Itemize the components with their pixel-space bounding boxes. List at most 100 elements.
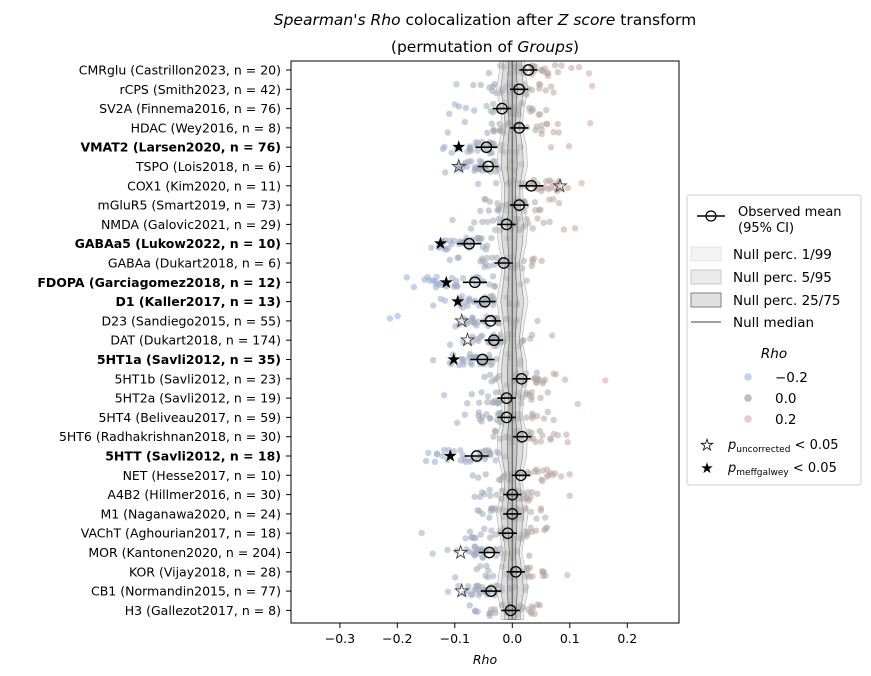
- rho-point: [540, 219, 547, 226]
- rho-point: [448, 360, 455, 368]
- rho-point: [540, 415, 548, 422]
- rho-point: [525, 497, 533, 504]
- observed-mean-marker: [497, 257, 510, 269]
- rho-point: [440, 446, 448, 454]
- rho-point: [542, 87, 549, 94]
- rho-point: [497, 388, 504, 396]
- legend-star-open: ★ puncorrected < 0.05: [700, 436, 839, 455]
- observed-mean-marker: [500, 218, 513, 231]
- rho-point: [533, 466, 540, 473]
- rho-point: [534, 490, 541, 497]
- rho-point: [500, 513, 507, 521]
- rho-point: [475, 474, 482, 481]
- rho-point: [548, 179, 555, 186]
- rho-point: [490, 433, 497, 440]
- rho-point: [488, 527, 495, 534]
- rho-point: [497, 435, 504, 443]
- rho-point: [445, 446, 452, 454]
- rho-point: [461, 118, 469, 126]
- rho-point: [484, 393, 492, 400]
- rho-point: [501, 453, 508, 460]
- observed-mean-marker: [488, 334, 500, 347]
- rho-point: [575, 63, 583, 71]
- rho-point: [555, 129, 563, 136]
- rho-point: [537, 394, 544, 402]
- rho-point: [446, 110, 453, 118]
- rho-point: [554, 68, 562, 76]
- rho-point: [448, 149, 455, 156]
- rho-point: [497, 226, 504, 234]
- rho-point: [429, 550, 436, 557]
- rho-point: [460, 339, 467, 346]
- rho-point: [519, 265, 526, 272]
- observed-mean-marker: [515, 372, 528, 385]
- rho-point: [464, 400, 471, 407]
- rho-point: [440, 239, 447, 246]
- observed-mean-marker: [500, 411, 513, 424]
- rho-point: [543, 178, 550, 185]
- rho-point: [504, 164, 512, 171]
- rho-point: [470, 81, 477, 89]
- rho-point: [496, 120, 503, 128]
- rho-point: [526, 552, 533, 559]
- rho-point: [493, 491, 500, 498]
- observed-mean-marker: [496, 102, 508, 115]
- observed-mean-marker: [509, 565, 522, 578]
- rho-point: [525, 428, 532, 435]
- rho-point: [533, 369, 541, 376]
- rho-point: [531, 199, 539, 206]
- rho-point: [410, 283, 418, 291]
- rho-point: [459, 304, 467, 311]
- rho-point: [565, 143, 573, 150]
- rho-point: [442, 169, 449, 176]
- rho-point: [480, 554, 487, 561]
- rho-point: [498, 587, 506, 594]
- rho-point: [386, 315, 394, 322]
- x-tick-label: −0.3: [325, 631, 355, 646]
- rho-point: [529, 225, 536, 232]
- rho-point: [543, 70, 551, 77]
- rho-point: [449, 274, 456, 282]
- rho-point: [468, 391, 476, 398]
- rho-point: [488, 606, 495, 613]
- significance-star-open: ★: [552, 176, 567, 196]
- observed-mean-marker: [522, 64, 535, 76]
- rho-point: [561, 376, 569, 383]
- filled-star-icon: ★: [700, 459, 713, 477]
- rho-point: [529, 107, 536, 114]
- y-tick-label: 5HT1b (Savli2012, n = 23): [114, 371, 281, 386]
- rho-point: [534, 215, 541, 222]
- legend-observed-line2: (95% CI): [738, 221, 794, 236]
- rho-point: [537, 507, 544, 514]
- rho-point: [466, 350, 474, 358]
- rho-point: [564, 439, 571, 446]
- legend-hue-swatch: [744, 415, 752, 423]
- rho-point: [462, 535, 469, 542]
- rho-point: [563, 431, 570, 438]
- rho-point: [457, 447, 464, 454]
- rho-point: [474, 147, 481, 154]
- rho-point: [418, 529, 425, 537]
- rho-point: [560, 226, 568, 233]
- significance-star-filled: ★: [450, 292, 465, 312]
- rho-point: [489, 273, 497, 280]
- rho-point: [516, 226, 524, 233]
- legend-hue-label: −0.2: [775, 370, 808, 386]
- rho-point: [545, 186, 552, 193]
- rho-point: [549, 332, 556, 339]
- rho-point: [441, 245, 448, 253]
- x-tick-label: −0.2: [382, 631, 412, 646]
- rho-point: [539, 568, 547, 575]
- rho-point: [444, 588, 452, 595]
- rho-point: [538, 122, 545, 129]
- y-tick-label: CB1 (Normandin2015, n = 77): [91, 584, 281, 599]
- rho-point: [493, 180, 500, 187]
- rho-point: [503, 294, 510, 301]
- rho-point: [470, 534, 478, 542]
- chart-title: Spearman's Rho colocalization after Z sc…: [274, 11, 697, 29]
- rho-point: [554, 120, 561, 128]
- rho-point: [444, 546, 451, 553]
- rho-point: [464, 587, 471, 595]
- rho-point: [528, 262, 535, 270]
